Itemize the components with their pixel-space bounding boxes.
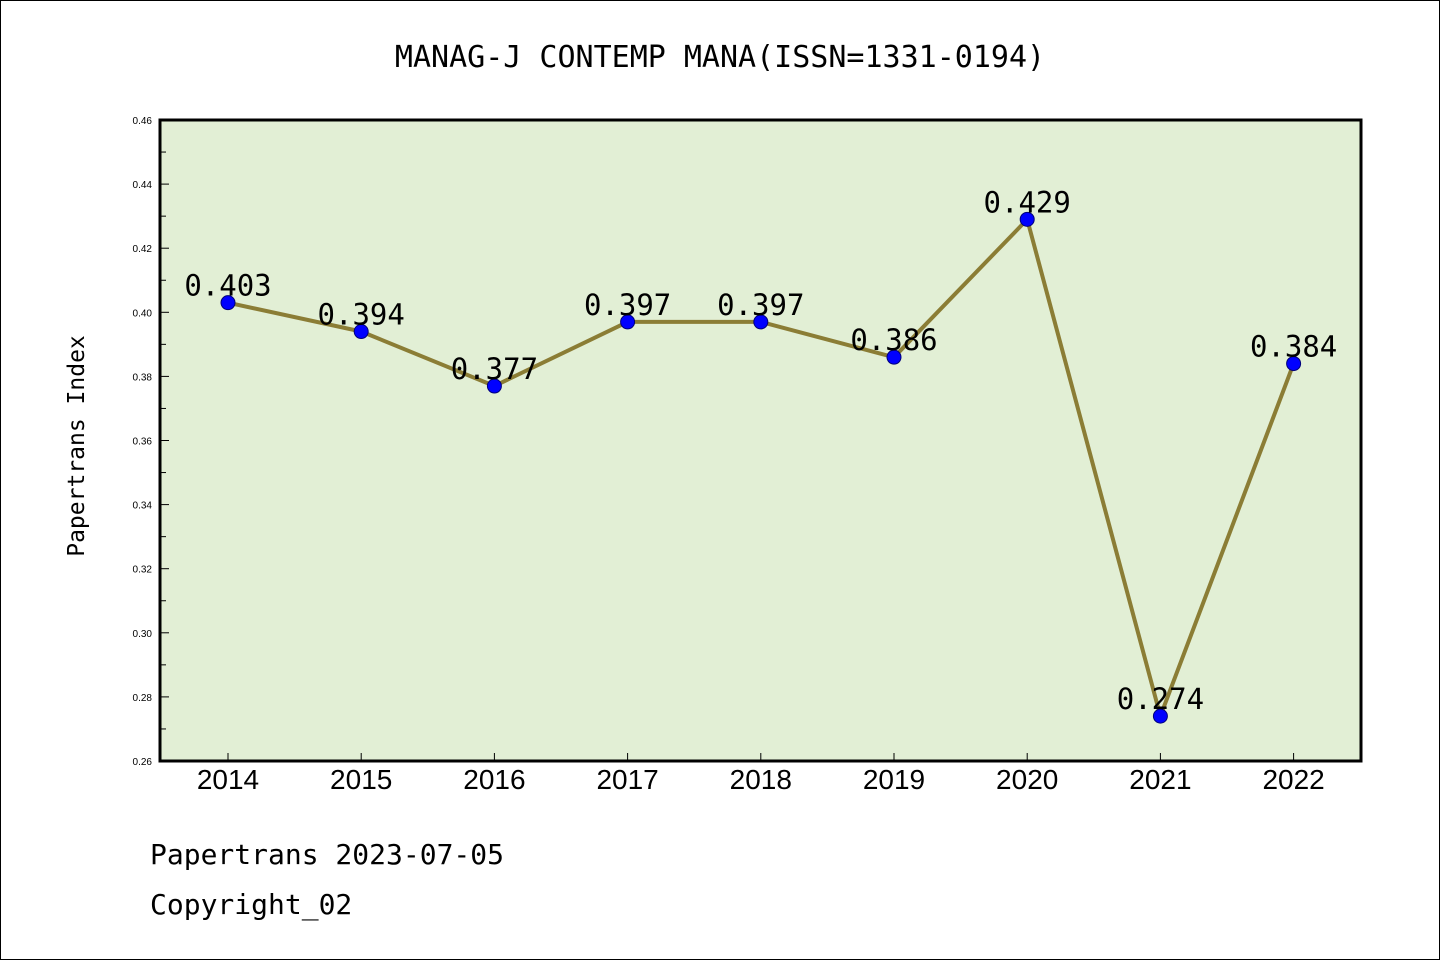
data-point bbox=[620, 314, 636, 330]
x-tick-label: 2021 bbox=[1129, 764, 1191, 795]
plot-area bbox=[160, 120, 1361, 761]
y-tick-label: 0.42 bbox=[133, 244, 153, 255]
x-axis-tick-labels: 2014 2015 2016 2017 2018 2019 2020 2021 2022 bbox=[197, 764, 1325, 795]
y-tick-label: 0.34 bbox=[133, 501, 153, 512]
y-tick-label: 0.46 bbox=[133, 116, 153, 127]
data-label: 0.429 bbox=[984, 185, 1071, 219]
data-point bbox=[1152, 708, 1168, 724]
y-tick-label: 0.28 bbox=[133, 693, 153, 704]
x-tick-label: 2020 bbox=[996, 764, 1058, 795]
data-label: 0.386 bbox=[850, 323, 937, 357]
y-axis-tick-labels: 0.26 0.28 0.30 0.32 0.34 0.36 0.38 0.40 0.42 0.44… bbox=[133, 116, 153, 768]
series-markers bbox=[220, 211, 1302, 724]
data-point bbox=[886, 349, 902, 365]
plot-border bbox=[158, 118, 1363, 763]
y-tick-label: 0.44 bbox=[133, 180, 153, 191]
data-labels: 0.403 0.394 0.377 0.397 0.397 0.386 0.429 0.274… bbox=[184, 185, 1337, 716]
data-label: 0.384 bbox=[1250, 330, 1337, 364]
x-tick-label: 2014 bbox=[197, 764, 259, 795]
data-label: 0.377 bbox=[451, 352, 538, 386]
y-axis-label: Papertrans Index bbox=[64, 335, 90, 557]
data-point bbox=[753, 314, 769, 330]
chart-title: MANAG-J CONTEMP MANA(ISSN=1331-0194) bbox=[395, 40, 1045, 75]
footer-date: Papertrans 2023-07-05 bbox=[150, 838, 504, 871]
data-point bbox=[353, 324, 369, 340]
y-tick-label: 0.36 bbox=[133, 437, 153, 448]
y-tick-label: 0.30 bbox=[133, 629, 153, 640]
data-label: 0.274 bbox=[1117, 682, 1204, 716]
x-tick-label: 2015 bbox=[330, 764, 392, 795]
data-point bbox=[220, 295, 236, 311]
x-tick-label: 2019 bbox=[863, 764, 925, 795]
footer-copyright: Copyright_02 bbox=[150, 888, 352, 922]
data-label: 0.394 bbox=[318, 298, 405, 332]
data-label: 0.397 bbox=[717, 288, 804, 322]
x-tick-label: 2017 bbox=[596, 764, 658, 795]
data-label: 0.397 bbox=[584, 288, 671, 322]
x-tick-label: 2022 bbox=[1262, 764, 1324, 795]
y-tick-label: 0.38 bbox=[133, 372, 153, 383]
data-point bbox=[1019, 211, 1035, 227]
data-point bbox=[1286, 356, 1302, 372]
y-tick-label: 0.32 bbox=[133, 565, 153, 576]
y-tick-label: 0.26 bbox=[133, 757, 153, 768]
data-label: 0.403 bbox=[184, 269, 271, 303]
y-tick-label: 0.40 bbox=[133, 308, 153, 319]
x-tick-label: 2018 bbox=[730, 764, 792, 795]
x-tick-label: 2016 bbox=[463, 764, 525, 795]
data-point bbox=[486, 378, 502, 394]
